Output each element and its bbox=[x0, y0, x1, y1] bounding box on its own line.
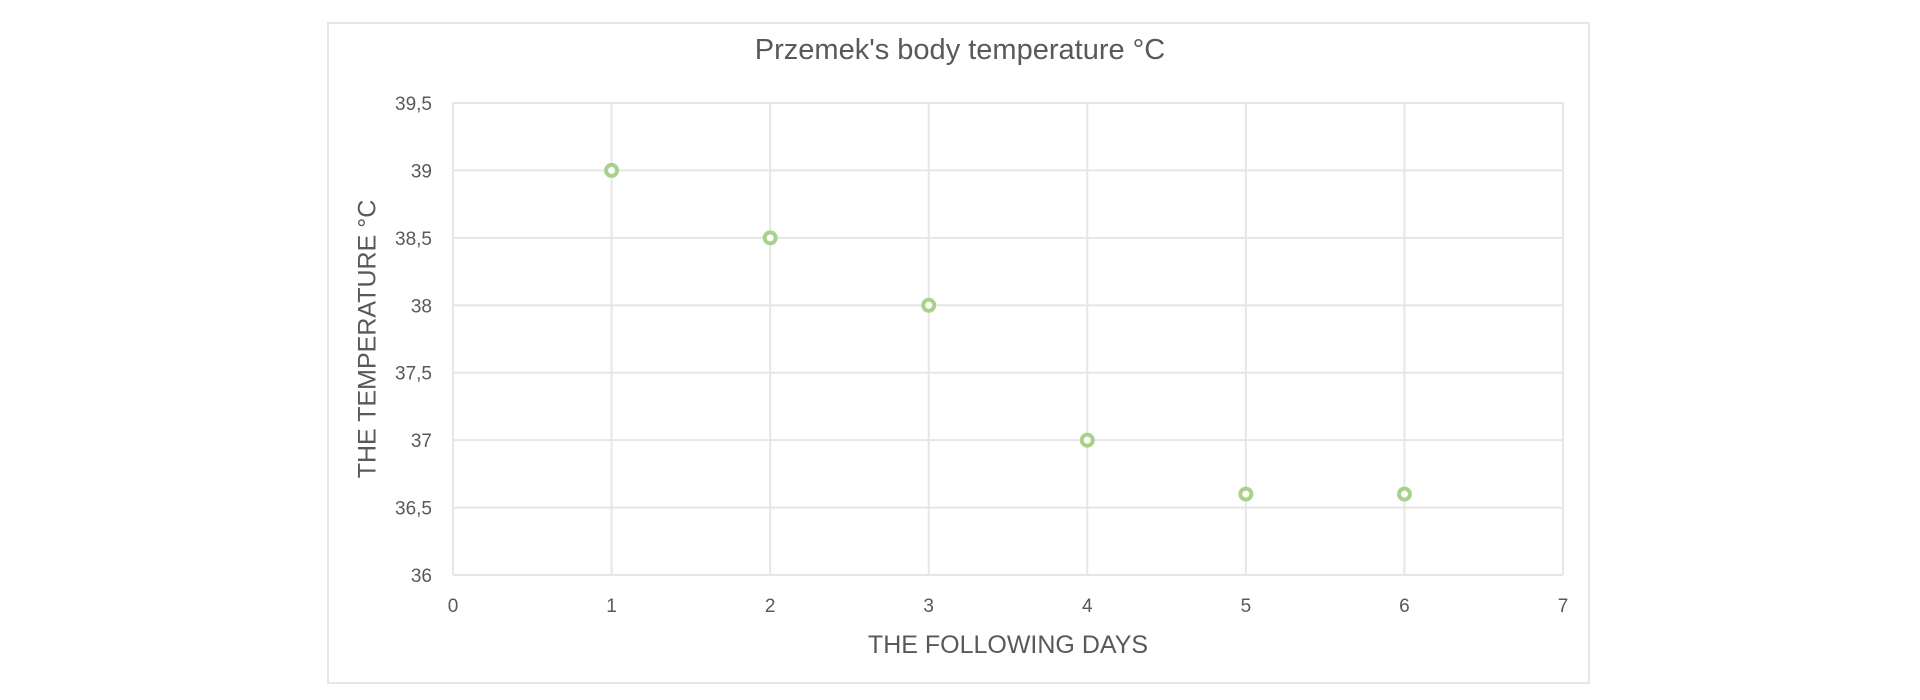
x-axis-ticks: 0 1 2 3 4 5 6 7 bbox=[448, 596, 1569, 617]
x-tick-label: 3 bbox=[923, 596, 934, 617]
y-tick-label: 36,5 bbox=[395, 499, 432, 520]
x-tick-label: 2 bbox=[765, 596, 776, 617]
y-tick-label: 36 bbox=[411, 566, 432, 587]
x-tick-label: 7 bbox=[1558, 596, 1569, 617]
data-point-marker[interactable] bbox=[762, 230, 778, 246]
x-tick-label: 4 bbox=[1082, 596, 1093, 617]
y-tick-label: 39 bbox=[411, 161, 432, 182]
y-tick-label: 38 bbox=[411, 296, 432, 317]
x-axis-title: THE FOLLOWING DAYS bbox=[867, 631, 1149, 659]
chart-title: Przemek's body temperature °C bbox=[754, 34, 1166, 66]
data-point-marker[interactable] bbox=[1396, 486, 1412, 502]
x-tick-label: 1 bbox=[606, 596, 617, 617]
data-point-marker[interactable] bbox=[1238, 486, 1254, 502]
y-tick-label: 37,5 bbox=[395, 364, 432, 385]
y-axis-title: THE TEMPERATURE °C bbox=[353, 199, 382, 479]
x-tick-label: 5 bbox=[1241, 596, 1252, 617]
gridlines bbox=[452, 102, 1564, 576]
data-point-marker[interactable] bbox=[921, 297, 937, 313]
x-tick-label: 6 bbox=[1399, 596, 1410, 617]
y-axis-ticks: 36 36,5 37 37,5 38 38,5 39 39,5 bbox=[395, 94, 432, 587]
chart-frame bbox=[327, 22, 1590, 684]
y-tick-label: 38,5 bbox=[395, 229, 432, 250]
y-tick-label: 37 bbox=[411, 431, 432, 452]
data-point-marker[interactable] bbox=[1079, 432, 1095, 448]
x-tick-label: 0 bbox=[448, 596, 459, 617]
y-tick-label: 39,5 bbox=[395, 94, 432, 115]
data-point-marker[interactable] bbox=[604, 162, 620, 178]
data-points bbox=[604, 162, 1412, 502]
